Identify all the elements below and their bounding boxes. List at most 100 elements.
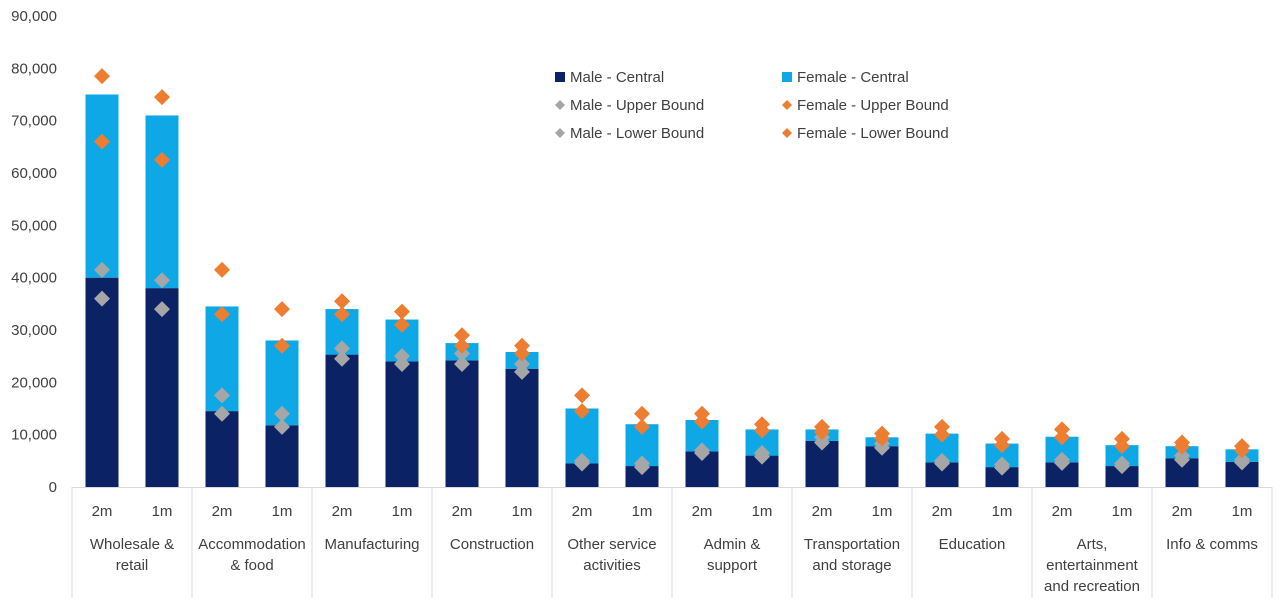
female-lower-bound-marker bbox=[154, 151, 170, 168]
female-central-bar bbox=[985, 443, 1019, 468]
group-label: Manufacturing bbox=[324, 536, 419, 553]
female-lower-bound-marker bbox=[1114, 438, 1130, 455]
legend-swatch bbox=[782, 72, 792, 82]
group-label: activities bbox=[583, 557, 641, 574]
y-tick-label: 30,000 bbox=[11, 322, 57, 339]
subcategory-label: 2m bbox=[812, 503, 833, 520]
subcategory-label: 1m bbox=[1232, 503, 1253, 520]
male-upper-bound-marker bbox=[214, 387, 230, 404]
y-tick-label: 0 bbox=[49, 479, 57, 496]
female-lower-bound-marker bbox=[1234, 442, 1250, 459]
subcategory-label: 2m bbox=[692, 503, 713, 520]
y-tick-label: 80,000 bbox=[11, 60, 57, 77]
female-upper-bound-marker bbox=[154, 89, 170, 106]
female-lower-bound-marker bbox=[454, 337, 470, 354]
female-upper-bound-marker bbox=[394, 303, 410, 320]
group-label: Arts, bbox=[1077, 536, 1108, 553]
y-tick-label: 40,000 bbox=[11, 270, 57, 287]
male-lower-bound-marker bbox=[814, 434, 830, 451]
female-upper-bound-marker bbox=[334, 293, 350, 310]
female-upper-bound-marker bbox=[214, 261, 230, 278]
female-lower-bound-marker bbox=[1054, 429, 1070, 446]
male-lower-bound-marker bbox=[574, 455, 590, 472]
female-lower-bound-marker bbox=[1174, 438, 1190, 455]
group-label: and recreation bbox=[1044, 578, 1140, 595]
legend-marker-icon bbox=[555, 100, 565, 110]
male-central-bar bbox=[145, 288, 179, 487]
group-label: Education bbox=[939, 536, 1006, 553]
female-upper-bound-marker bbox=[454, 327, 470, 344]
group-label: and storage bbox=[812, 557, 891, 574]
group-label: support bbox=[707, 557, 758, 574]
subcategory-label: 2m bbox=[572, 503, 593, 520]
female-lower-bound-marker bbox=[274, 337, 290, 354]
subcategory-label: 1m bbox=[752, 503, 773, 520]
male-lower-bound-marker bbox=[1114, 458, 1130, 475]
subcategory-label: 1m bbox=[1112, 503, 1133, 520]
male-lower-bound-marker bbox=[634, 459, 650, 476]
male-upper-bound-marker bbox=[334, 340, 350, 357]
male-lower-bound-marker bbox=[874, 439, 890, 456]
subcategory-label: 2m bbox=[1052, 503, 1073, 520]
male-lower-bound-marker bbox=[1234, 454, 1250, 471]
subcategory-label: 1m bbox=[512, 503, 533, 520]
male-lower-bound-marker bbox=[994, 459, 1010, 476]
subcategory-label: 1m bbox=[872, 503, 893, 520]
group-label: Wholesale & bbox=[90, 536, 174, 553]
group-label: Accommodation bbox=[198, 536, 306, 553]
male-central-bar bbox=[385, 361, 419, 487]
male-lower-bound-marker bbox=[1054, 454, 1070, 471]
female-upper-bound-marker bbox=[94, 68, 110, 85]
male-lower-bound-marker bbox=[274, 418, 290, 435]
legend-label: Female - Central bbox=[797, 69, 909, 86]
legend-label: Male - Upper Bound bbox=[570, 97, 704, 114]
legend-swatch bbox=[555, 72, 565, 82]
male-lower-bound-marker bbox=[694, 444, 710, 461]
subcategory-label: 2m bbox=[92, 503, 113, 520]
male-lower-bound-marker bbox=[94, 290, 110, 307]
male-central-bar bbox=[445, 360, 479, 487]
y-tick-label: 70,000 bbox=[11, 113, 57, 130]
female-lower-bound-marker bbox=[874, 430, 890, 447]
male-central-bar bbox=[985, 467, 1019, 487]
subcategory-label: 2m bbox=[932, 503, 953, 520]
male-central-bar bbox=[625, 466, 659, 487]
female-upper-bound-marker bbox=[634, 405, 650, 422]
subcategory-label: 2m bbox=[1172, 503, 1193, 520]
group-label: Admin & bbox=[704, 536, 761, 553]
male-central-bar bbox=[205, 411, 239, 487]
male-central-bar bbox=[565, 463, 599, 487]
legend-marker-icon bbox=[782, 100, 792, 110]
female-lower-bound-marker bbox=[94, 133, 110, 150]
group-label: Transportation bbox=[804, 536, 900, 553]
male-lower-bound-marker bbox=[214, 405, 230, 422]
male-central-bar bbox=[325, 354, 359, 487]
male-lower-bound-marker bbox=[514, 363, 530, 380]
female-lower-bound-marker bbox=[994, 437, 1010, 454]
bars bbox=[85, 94, 1259, 487]
legend-marker-icon bbox=[555, 128, 565, 138]
legend: Male - Central Female - Central Male - Upp… bbox=[555, 69, 949, 142]
female-lower-bound-marker bbox=[634, 418, 650, 435]
subcategory-label: 1m bbox=[152, 503, 173, 520]
group-label: retail bbox=[116, 557, 149, 574]
female-lower-bound-marker bbox=[754, 422, 770, 439]
male-lower-bound-marker bbox=[754, 448, 770, 465]
male-central-bar bbox=[85, 277, 119, 487]
y-tick-label: 60,000 bbox=[11, 165, 57, 182]
male-central-bar bbox=[1105, 466, 1139, 487]
legend-label: Female - Upper Bound bbox=[797, 97, 949, 114]
markers bbox=[94, 68, 1250, 476]
male-lower-bound-marker bbox=[934, 455, 950, 472]
subcategory-label: 2m bbox=[212, 503, 233, 520]
y-tick-label: 50,000 bbox=[11, 217, 57, 234]
male-lower-bound-marker bbox=[454, 356, 470, 373]
subcategory-label: 1m bbox=[392, 503, 413, 520]
group-label: & food bbox=[230, 557, 273, 574]
group-label: entertainment bbox=[1046, 557, 1139, 574]
male-lower-bound-marker bbox=[334, 350, 350, 367]
y-axis: 0 10,000 20,000 30,000 40,000 50,000 60,000 70,… bbox=[11, 8, 57, 496]
female-lower-bound-marker bbox=[574, 403, 590, 420]
female-upper-bound-marker bbox=[574, 387, 590, 404]
subcategory-label: 1m bbox=[272, 503, 293, 520]
